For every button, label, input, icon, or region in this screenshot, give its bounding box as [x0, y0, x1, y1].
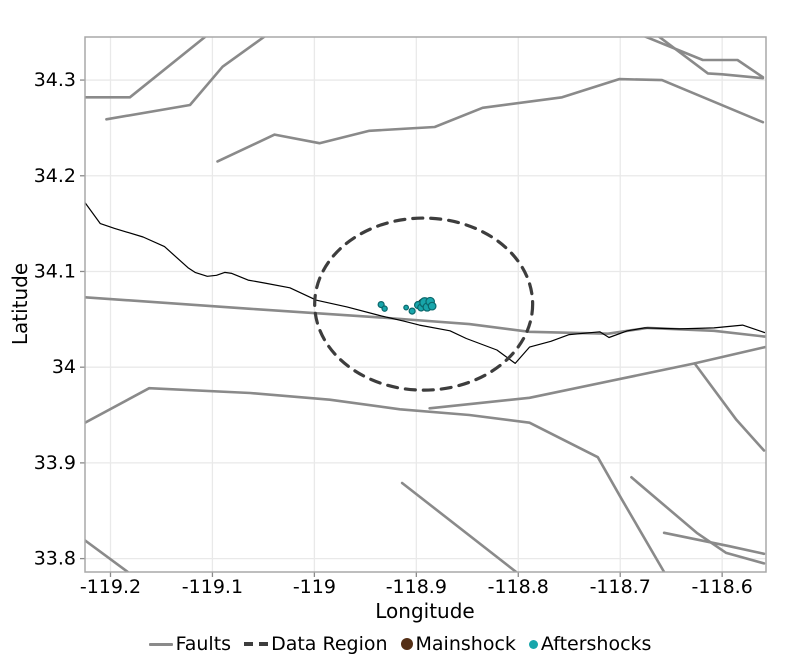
x-tick-label: -119 [293, 576, 336, 598]
x-tick-label: -118.7 [590, 576, 651, 598]
legend-item-data-region: Data Region [244, 633, 388, 655]
y-axis-title: Latitude [8, 263, 32, 345]
x-tick-label: -118.8 [488, 576, 549, 598]
data-region-dash-swatch [244, 642, 269, 646]
x-tick-label: -119.1 [182, 576, 243, 598]
y-tick-label: 34.3 [34, 69, 76, 91]
x-tick-label: -118.6 [692, 576, 753, 598]
fault-line [662, 531, 766, 556]
aftershock-point [381, 305, 388, 312]
plot-frame [84, 36, 767, 573]
aftershock-point [427, 301, 437, 311]
map-plot: Longitude Latitude -119.2 -119.1 -119 -118.… [8, 36, 767, 623]
y-tick-label: 34.2 [34, 165, 76, 187]
y-tick-label: 33.8 [34, 548, 76, 570]
label-layer: Longitude Latitude -119.2 -119.1 -119 -118.… [8, 69, 753, 623]
grid-layer [85, 37, 766, 572]
x-axis-title: Longitude [375, 599, 474, 623]
fault-line-swatch [148, 642, 173, 646]
fault-line [105, 37, 267, 121]
aftershock-point [408, 307, 416, 315]
fault-line [85, 386, 666, 572]
fault-line [85, 37, 208, 99]
x-tick-label: -119.2 [80, 576, 141, 598]
data-region-circle [313, 216, 535, 392]
legend-label-faults: Faults [175, 633, 232, 655]
y-tick-label: 34.1 [34, 260, 76, 282]
x-tick-label: -118.9 [386, 576, 447, 598]
y-tick-label: 34 [52, 356, 76, 378]
fault-line [693, 362, 766, 452]
fault-line [642, 37, 765, 79]
aftershock-dot-swatch [528, 639, 538, 649]
mainshock-dot-swatch [400, 638, 413, 650]
fault-line [400, 481, 518, 572]
fault-line [657, 37, 765, 80]
legend-label-aftershocks: Aftershocks [540, 633, 652, 655]
coastline [85, 202, 766, 364]
fault-line [85, 295, 766, 338]
legend-item-mainshock: Mainshock [400, 633, 516, 655]
legend-label-data-region: Data Region [271, 633, 388, 655]
tick-layer [80, 79, 723, 577]
legend-label-mainshock: Mainshock [415, 633, 516, 655]
aftershock-point [403, 304, 410, 311]
legend-item-faults: Faults [148, 633, 232, 655]
fault-line [428, 345, 766, 410]
fault-line [216, 77, 765, 163]
map-layer [85, 37, 766, 572]
legend-item-aftershocks: Aftershocks [528, 633, 652, 655]
y-tick-label: 33.9 [34, 452, 76, 474]
legend: Faults Data Region Mainshock Aftershocks [0, 630, 800, 658]
fault-line [85, 539, 130, 572]
